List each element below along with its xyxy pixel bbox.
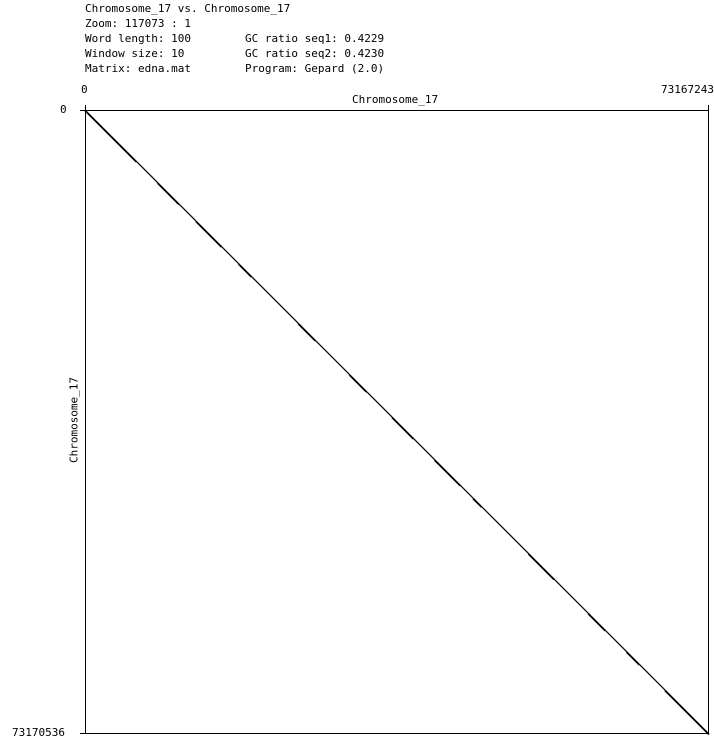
match-segment-6 xyxy=(391,417,414,440)
x-tick-label-start: 0 xyxy=(81,83,88,96)
x-tick-label-end: 73167243 xyxy=(661,83,714,96)
gc-ratio-seq2: GC ratio seq2: 0.4230 xyxy=(245,47,385,60)
window-size-info: Window size: 10 xyxy=(85,47,185,60)
plot-frame xyxy=(85,110,709,734)
match-segment-8 xyxy=(472,498,483,508)
match-segment-5 xyxy=(348,374,368,393)
gc-ratio-seq1: GC ratio seq1: 0.4229 xyxy=(245,32,385,45)
program-info: Program: Gepard (2.0) xyxy=(245,62,385,75)
match-segment-7 xyxy=(434,459,461,487)
match-segment-12 xyxy=(664,689,710,736)
matrix-info: Matrix: edna.mat xyxy=(85,62,191,75)
match-segment-11 xyxy=(625,651,640,666)
match-segment-1 xyxy=(156,182,180,205)
zoom-info: Zoom: 117073 : 1 xyxy=(85,17,191,30)
match-segment-2 xyxy=(195,220,223,248)
match-segment-3 xyxy=(237,263,252,278)
y-tick-label-end: 73170536 xyxy=(12,726,65,739)
match-segment-9 xyxy=(527,553,555,581)
plot-title: Chromosome_17 vs. Chromosome_17 xyxy=(85,2,291,15)
match-segment-4 xyxy=(297,323,316,342)
match-segment-10 xyxy=(587,613,606,632)
word-length-info: Word length: 100 xyxy=(85,32,191,45)
x-axis-label: Chromosome_17 xyxy=(352,93,439,106)
match-segment-0 xyxy=(84,110,137,163)
y-tick-label-start: 0 xyxy=(60,103,67,116)
